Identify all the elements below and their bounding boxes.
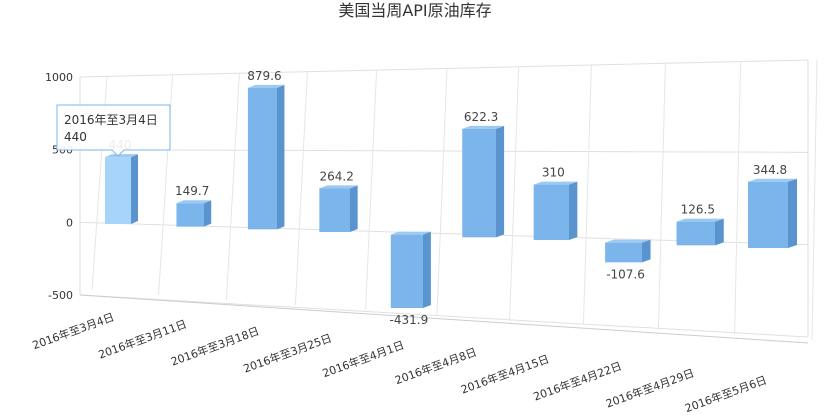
bar-side [350, 185, 358, 232]
bar-top [247, 84, 285, 88]
grid-line [582, 65, 592, 326]
bar-side [715, 218, 724, 246]
bar-side [423, 231, 431, 308]
bar-side [277, 84, 285, 230]
bar-top [748, 178, 797, 182]
grid-line [79, 294, 809, 338]
bar-top [462, 125, 505, 129]
value-label: 310 [542, 166, 565, 180]
bar [748, 181, 788, 248]
tooltip-category: 2016年至3月4日 [64, 113, 158, 127]
value-label: -431.9 [390, 313, 429, 327]
value-label: 344.8 [753, 163, 787, 177]
grid-line [365, 70, 378, 311]
bar [390, 234, 423, 308]
axis-line [79, 294, 809, 344]
bar-top [319, 185, 358, 189]
grid-line [294, 71, 308, 306]
grid-line [811, 59, 818, 341]
bar-top [676, 218, 724, 222]
tooltip: 2016年至3月4日 440 [56, 104, 171, 157]
value-label: 126.5 [681, 203, 715, 217]
bar [319, 188, 350, 232]
y-tick-label: -500 [48, 289, 73, 302]
bar-side [204, 200, 212, 227]
bar [605, 242, 642, 263]
bar-top [605, 239, 651, 243]
bar [176, 203, 204, 227]
bar-top [176, 200, 212, 204]
bar [676, 221, 715, 246]
grid-line [79, 59, 809, 78]
value-label: 149.7 [175, 184, 209, 198]
bar [533, 184, 569, 240]
bar-side [496, 125, 505, 238]
bar-top [390, 231, 431, 235]
x-tick-label: 2016年至4月1日 [320, 338, 406, 381]
y-tick-label: 0 [66, 216, 73, 229]
grid-line [734, 61, 742, 336]
bar [105, 157, 131, 224]
tooltip-box [56, 104, 171, 157]
grid-line [436, 68, 448, 316]
bar-top [533, 181, 578, 185]
value-label: -107.6 [606, 267, 645, 281]
grid-line [225, 73, 240, 301]
chart-title: 美国当周API原油库存 [338, 1, 491, 20]
y-tick-label: 1000 [45, 71, 73, 84]
bar-side [788, 178, 797, 248]
value-label: 622.3 [464, 110, 498, 124]
value-label: 264.2 [319, 169, 353, 183]
x-tick-label: 2016年至3月4日 [30, 310, 116, 353]
bar-side [131, 154, 138, 224]
bar-side [569, 181, 578, 240]
bar-top [105, 154, 138, 158]
x-tick-label: 2016年至4月8日 [393, 345, 479, 388]
tooltip-value: 440 [64, 130, 87, 144]
grid-line [657, 63, 666, 331]
bar [462, 128, 496, 238]
bar-side [642, 239, 651, 263]
bar [247, 87, 277, 230]
value-label: 879.6 [247, 69, 281, 83]
grid-line [509, 66, 520, 321]
